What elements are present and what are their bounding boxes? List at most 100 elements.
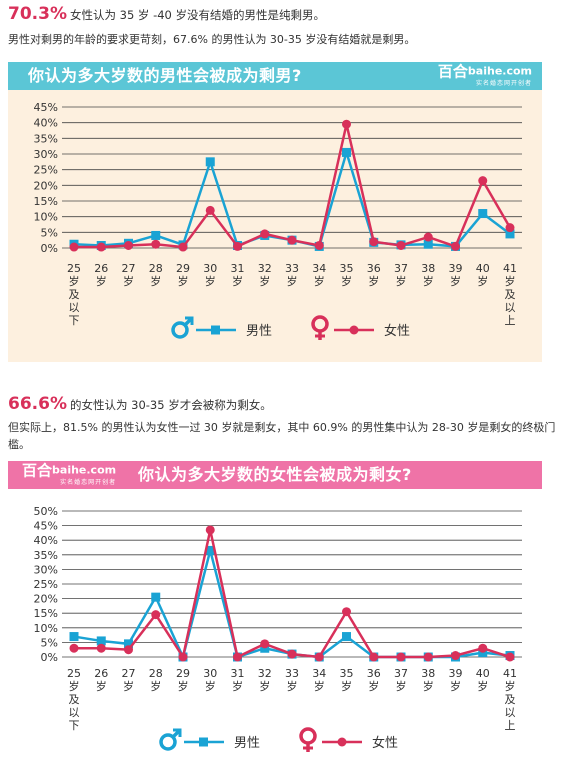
data-point-female — [478, 643, 488, 653]
headline: 66.6% 的女性认为 30-35 岁才会被称为剩女。 — [8, 396, 272, 413]
data-point-female — [342, 607, 351, 617]
baihe-logo: 百合baihe.com 实名婚恋网开创者 — [437, 62, 532, 87]
x-tick-label: 31 岁 — [231, 262, 245, 288]
x-tick-label: 28 岁 — [149, 667, 163, 693]
headline-text: 女性认为 35 岁 -40 岁没有结婚的男性是纯剩男。 — [69, 8, 326, 22]
x-tick-label: 27 岁 — [122, 262, 136, 288]
chart-title: 你认为多大岁数的女性会被成为剩女? — [138, 465, 412, 484]
data-point-female — [287, 649, 297, 659]
data-point-female — [69, 643, 79, 653]
data-point-female — [151, 239, 161, 249]
legend-label-female: 女性 — [372, 735, 398, 751]
x-tick-label: 30 岁 — [203, 667, 217, 693]
legend-marker-female — [337, 737, 347, 747]
x-tick-label: 34 岁 — [312, 667, 326, 693]
data-point-female — [151, 610, 161, 620]
male-symbol-icon — [159, 728, 182, 751]
chart-banner: 你认为多大岁数的男性会被成为剩男? 百合baihe.com 实名婚恋网开创者 — [8, 62, 542, 90]
x-tick-label: 34 岁 — [312, 262, 326, 288]
x-tick-label: 40 岁 — [476, 667, 490, 693]
data-point-female — [505, 223, 515, 233]
x-tick-label: 32 岁 — [258, 262, 272, 288]
series-line-female — [74, 528, 511, 659]
y-tick-label: 45% — [34, 101, 58, 114]
y-tick-label: 40% — [34, 117, 58, 130]
y-tick-label: 5% — [41, 226, 58, 239]
section-single-women: 66.6% 的女性认为 30-35 岁才会被称为剩女。 但实际上，81.5% 的男… — [0, 390, 577, 760]
legend-label-male: 男性 — [234, 736, 260, 751]
data-point-female — [205, 525, 215, 535]
chart-title: 你认为多大岁数的男性会被成为剩男? — [28, 66, 302, 85]
data-point-female — [369, 652, 379, 662]
x-tick-label: 28 岁 — [149, 262, 163, 288]
x-tick-label: 25 岁及以下 — [67, 667, 81, 732]
headline: 70.3% 女性认为 35 岁 -40 岁没有结婚的男性是纯剩男。 — [8, 6, 325, 23]
data-point-female — [478, 176, 488, 186]
chart-panel: 50% 45% 40% 35% 30% 25% 20% 15% 10% 5% 0% 25 岁及以下 26 岁… — [8, 489, 542, 757]
data-point-male — [96, 636, 106, 646]
data-point-female — [451, 651, 460, 661]
x-tick-label: 37 岁 — [394, 667, 408, 693]
y-tick-label: 0% — [41, 242, 58, 255]
data-point-female — [314, 652, 324, 662]
y-tick-label: 10% — [34, 211, 58, 224]
data-point-male — [205, 157, 215, 167]
data-point-female — [342, 119, 351, 129]
subtext: 但实际上，81.5% 的男性认为女性一过 30 岁就是剩女，其中 60.9% 的… — [8, 421, 556, 451]
x-tick-label: 29 岁 — [176, 667, 190, 693]
y-tick-label: 15% — [34, 607, 58, 620]
x-tick-label: 26 岁 — [94, 262, 108, 288]
data-point-female — [396, 652, 406, 662]
x-tick-label: 36 岁 — [367, 667, 381, 693]
data-point-female — [124, 240, 133, 250]
y-tick-label: 10% — [34, 622, 58, 635]
female-symbol-icon — [299, 727, 317, 752]
male-symbol-icon — [171, 316, 194, 339]
y-tick-label: 15% — [34, 195, 58, 208]
y-tick-label: 45% — [34, 520, 58, 533]
y-tick-label: 40% — [34, 534, 58, 547]
data-point-male — [423, 239, 433, 249]
y-tick-label: 20% — [34, 179, 58, 192]
x-tick-label: 31 岁 — [231, 667, 245, 693]
data-point-male — [342, 632, 351, 642]
x-tick-label: 25 岁及以下 — [67, 262, 81, 327]
y-tick-label: 35% — [34, 132, 58, 145]
y-tick-label: 25% — [34, 578, 58, 591]
x-tick-label: 33 岁 — [285, 667, 299, 693]
data-point-male — [342, 147, 351, 157]
data-point-female — [96, 643, 106, 653]
legend-marker-female — [349, 325, 359, 335]
data-point-female — [96, 242, 106, 252]
chart-panel: 45% 40% 35% 30% 25% 20% 15% 10% 5% 0% 25 岁及以下 26 岁 27 岁… — [8, 90, 542, 362]
headline-percent: 70.3% — [8, 4, 67, 24]
data-point-male — [124, 639, 133, 649]
y-tick-label: 0% — [41, 651, 58, 664]
data-point-male — [205, 545, 215, 555]
data-point-female — [369, 237, 379, 247]
line-chart-women: 50% 45%40% 35%30% 25% 20%15% 10%5% 0% 25 岁及以下 26 岁… — [34, 505, 522, 752]
x-tick-label: 39 岁 — [449, 262, 463, 288]
x-tick-label: 41 岁及以上 — [503, 262, 517, 327]
data-point-female — [124, 645, 133, 655]
data-point-female — [423, 652, 433, 662]
x-tick-label: 37 岁 — [394, 262, 408, 288]
legend-label-male: 男性 — [246, 324, 272, 339]
data-point-female — [505, 652, 515, 662]
section-single-men: 70.3% 女性认为 35 岁 -40 岁没有结婚的男性是纯剩男。 男性对剩男的年… — [0, 0, 577, 365]
y-tick-label: 5% — [41, 636, 58, 649]
x-tick-label: 36 岁 — [367, 262, 381, 288]
x-tick-label: 35 岁 — [340, 667, 354, 693]
data-point-male — [151, 592, 161, 602]
x-tick-label: 27 岁 — [122, 667, 136, 693]
x-tick-label: 40 岁 — [476, 262, 490, 288]
x-tick-label: 33 岁 — [285, 262, 299, 288]
legend-marker-male — [199, 737, 208, 747]
data-point-female — [178, 652, 188, 662]
chart-banner: 百合baihe.com 实名婚恋网开创者 你认为多大岁数的女性会被成为剩女? — [8, 461, 542, 489]
y-tick-label: 30% — [34, 563, 58, 576]
y-tick-label: 20% — [34, 593, 58, 606]
x-tick-label: 30 岁 — [203, 262, 217, 288]
data-point-male — [478, 209, 488, 219]
x-tick-label: 35 岁 — [340, 262, 354, 288]
